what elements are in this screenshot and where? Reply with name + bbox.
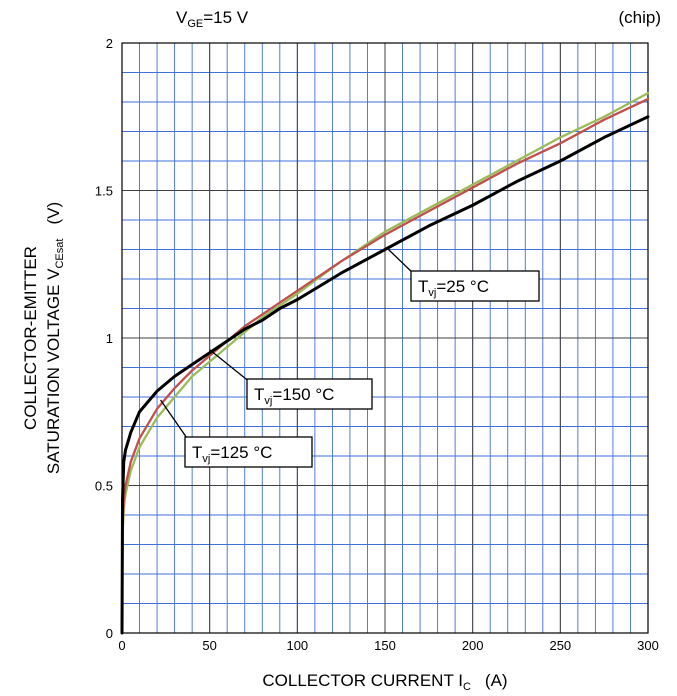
callout-box bbox=[246, 378, 373, 410]
series-line-0 bbox=[120, 115, 650, 635]
callout-leader bbox=[209, 349, 252, 384]
series-layer bbox=[120, 92, 650, 635]
y-tick-label: 0 bbox=[106, 626, 113, 641]
x-tick-label: 0 bbox=[118, 638, 125, 653]
x-axis-label: COLLECTOR CURRENT IC (A) bbox=[262, 671, 507, 693]
y-tick-label: 0.5 bbox=[95, 479, 113, 494]
x-tick-label: 200 bbox=[462, 638, 484, 653]
series-line-2 bbox=[120, 92, 650, 635]
x-tick-label: 50 bbox=[202, 638, 216, 653]
x-tick-label: 300 bbox=[637, 638, 659, 653]
callout-label: Tvj=25 °C bbox=[418, 277, 489, 299]
callout-label: Tvj=125 °C bbox=[192, 443, 272, 465]
callout-layer: Tvj=25 °C Tvj=150 °C Tvj=125 °C bbox=[160, 249, 540, 468]
x-tick-label: 100 bbox=[286, 638, 308, 653]
plot-frame bbox=[121, 42, 649, 634]
major-grid bbox=[122, 43, 648, 633]
y-axis-label-line2: SATURATION VOLTAGE VCEsat(V) bbox=[44, 202, 66, 474]
y-tick-label: 1.5 bbox=[95, 184, 113, 199]
callout-label: Tvj=150 °C bbox=[254, 385, 334, 407]
callout-leader bbox=[160, 399, 190, 442]
y-tick-label: 2 bbox=[106, 36, 113, 51]
y-tick-label: 1 bbox=[106, 331, 113, 346]
y-axis-ticks: 0 0.5 1 1.5 2 bbox=[95, 36, 113, 641]
x-axis-ticks: 0 50 100 150 200 250 300 bbox=[118, 638, 658, 653]
callout-box bbox=[184, 436, 313, 468]
series-line-1 bbox=[120, 97, 650, 635]
y-axis-label-line1: COLLECTOR-EMITTER bbox=[21, 246, 40, 430]
x-tick-label: 150 bbox=[374, 638, 396, 653]
plot-border bbox=[121, 42, 649, 634]
y-axis-label: COLLECTOR-EMITTER SATURATION VOLTAGE VCE… bbox=[21, 202, 66, 474]
condition-label: VGE=15 V bbox=[176, 8, 249, 30]
x-tick-label: 250 bbox=[549, 638, 571, 653]
chip-note: (chip) bbox=[618, 8, 661, 27]
callout-box bbox=[410, 270, 540, 302]
